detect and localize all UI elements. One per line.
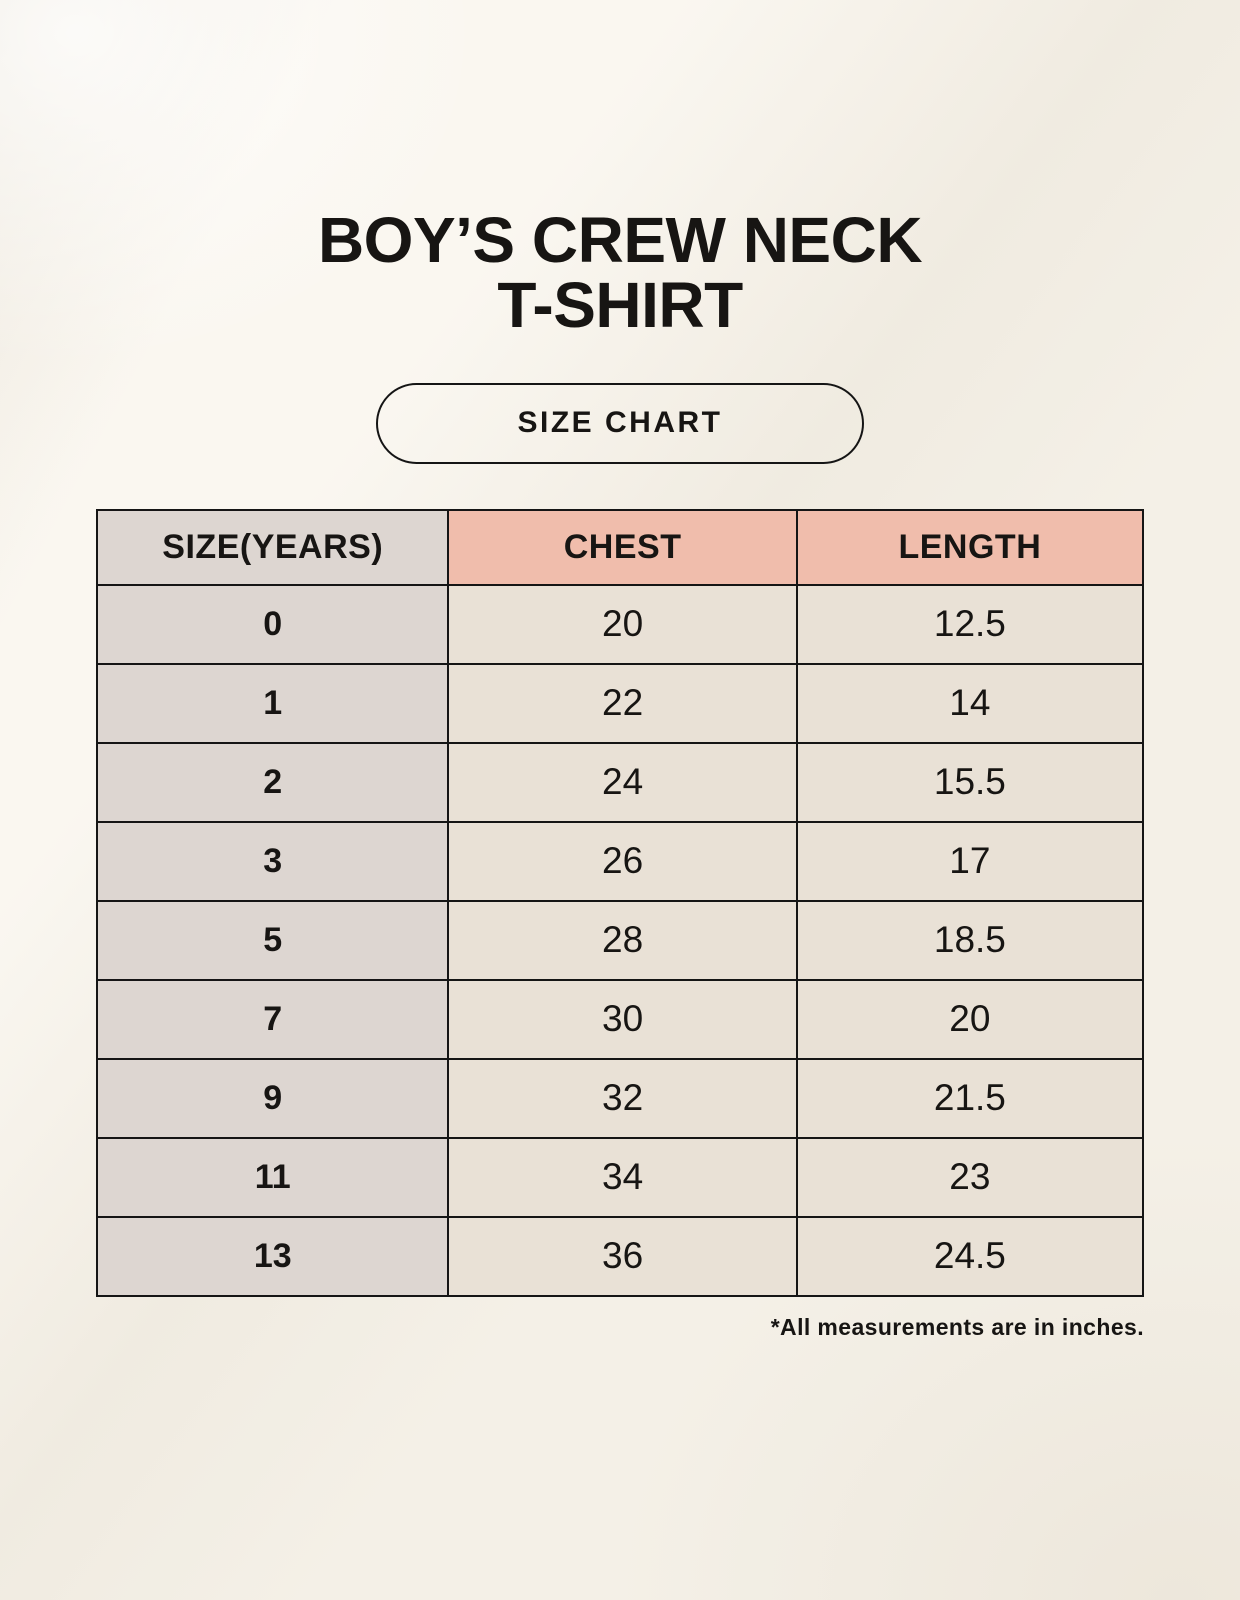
column-header-length: LENGTH (795, 508, 1145, 586)
table-header-row: SIZE(YEARS) CHEST LENGTH (95, 508, 1145, 586)
size-table: SIZE(YEARS) CHEST LENGTH 0 20 12.5 1 22 … (95, 508, 1145, 1297)
table-row: 11 34 23 (95, 1136, 1145, 1218)
size-cell: 3 (95, 820, 450, 902)
size-cell: 5 (95, 899, 450, 981)
table-row: 0 20 12.5 (95, 583, 1145, 665)
column-header-size-years: SIZE(YEARS) (95, 508, 450, 586)
table-row: 3 26 17 (95, 820, 1145, 902)
page-title-line-2: T-SHIRT (497, 269, 743, 342)
size-chart-badge: SIZE CHART (376, 382, 864, 464)
table-row: 7 30 20 (95, 978, 1145, 1060)
size-cell: 1 (95, 662, 450, 744)
size-chart-badge-label: SIZE CHART (517, 406, 723, 440)
column-header-chest: CHEST (447, 508, 798, 586)
chest-cell: 26 (447, 820, 798, 902)
chest-cell: 30 (447, 978, 798, 1060)
length-cell: 18.5 (795, 899, 1145, 981)
length-cell: 21.5 (795, 1057, 1145, 1139)
size-cell: 0 (95, 583, 450, 665)
chest-cell: 34 (447, 1136, 798, 1218)
chest-cell: 20 (447, 583, 798, 665)
table-row: 5 28 18.5 (95, 899, 1145, 981)
table-row: 13 36 24.5 (95, 1215, 1145, 1297)
size-cell: 7 (95, 978, 450, 1060)
size-cell: 2 (95, 741, 450, 823)
table-row: 1 22 14 (95, 662, 1145, 744)
size-cell: 11 (95, 1136, 450, 1218)
length-cell: 17 (795, 820, 1145, 902)
length-cell: 14 (795, 662, 1145, 744)
page-title-line-1: BOY’S CREW NECK (317, 204, 923, 276)
table-row: 2 24 15.5 (95, 741, 1145, 823)
length-cell: 23 (795, 1136, 1145, 1218)
chest-cell: 36 (447, 1215, 798, 1297)
size-table-container: SIZE(YEARS) CHEST LENGTH 0 20 12.5 1 22 … (95, 508, 1145, 1297)
chest-cell: 22 (447, 662, 798, 744)
size-cell: 13 (95, 1215, 450, 1297)
length-cell: 15.5 (795, 741, 1145, 823)
chest-cell: 28 (447, 899, 798, 981)
table-row: 9 32 21.5 (95, 1057, 1145, 1139)
length-cell: 24.5 (795, 1215, 1145, 1297)
chest-cell: 32 (447, 1057, 798, 1139)
chest-cell: 24 (447, 741, 798, 823)
length-cell: 12.5 (795, 583, 1145, 665)
measurement-footnote: *All measurements are in inches. (770, 1313, 1144, 1340)
size-cell: 9 (95, 1057, 450, 1139)
length-cell: 20 (795, 978, 1145, 1060)
page-title: BOY’S CREW NECK T-SHIRT (0, 0, 1240, 339)
